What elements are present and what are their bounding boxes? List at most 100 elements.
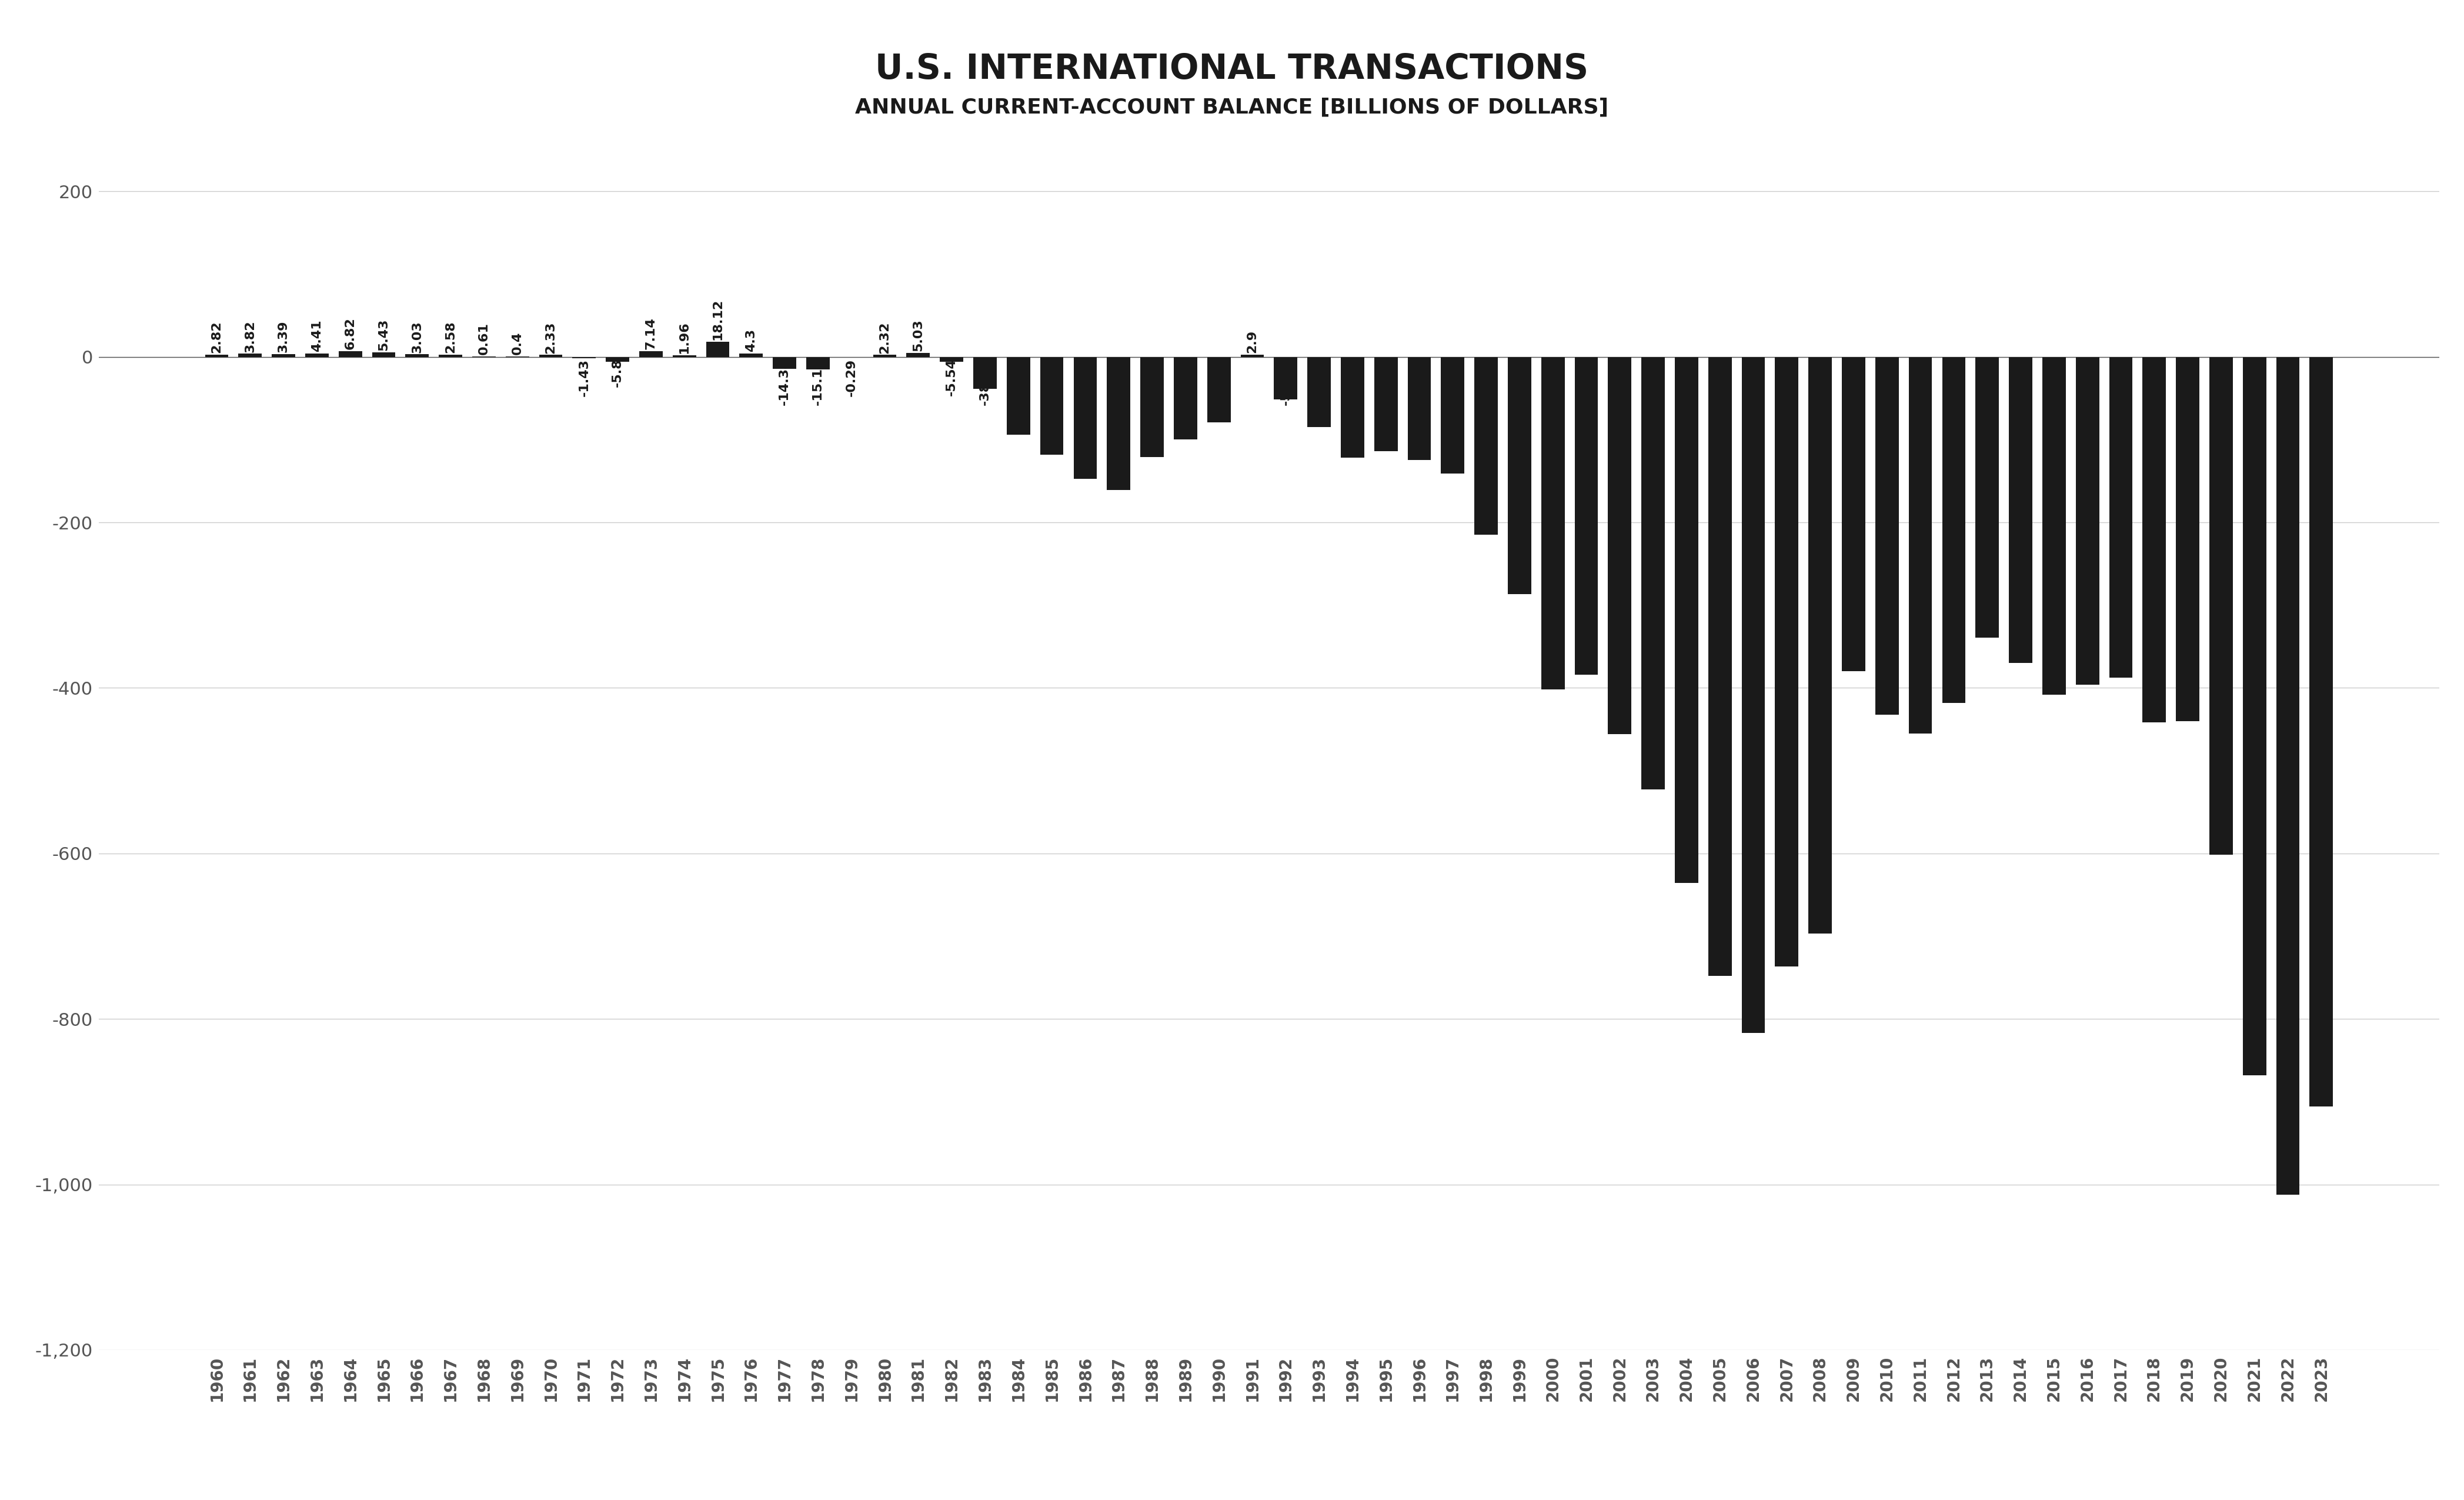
Bar (806, 357, 830, 369)
Bar (1708, 357, 1732, 977)
Bar (1809, 357, 1831, 933)
Text: 0.4: 0.4 (513, 332, 522, 355)
Bar (2144, 357, 2166, 723)
Text: -432.01: -432.01 (1880, 358, 1892, 414)
Text: -522.29: -522.29 (1648, 358, 1658, 414)
Text: -905.38: -905.38 (2316, 358, 2326, 414)
Text: ANNUAL CURRENT-ACCOUNT BALANCE [BILLIONS OF DOLLARS]: ANNUAL CURRENT-ACCOUNT BALANCE [BILLIONS… (855, 98, 1609, 117)
Text: 2.9: 2.9 (1247, 330, 1259, 352)
Bar (673, 356, 695, 357)
Text: U.S. INTERNATIONAL TRANSACTIONS: U.S. INTERNATIONAL TRANSACTIONS (875, 53, 1589, 86)
Text: 7.14: 7.14 (646, 316, 658, 350)
Bar (2075, 357, 2099, 686)
Text: 2.58: 2.58 (444, 321, 456, 352)
Text: -1012.1: -1012.1 (2282, 358, 2294, 414)
Bar (1008, 357, 1030, 435)
Text: -401.92: -401.92 (1547, 358, 1560, 414)
Bar (907, 352, 929, 357)
Bar (439, 356, 463, 357)
Bar (1207, 357, 1230, 423)
Text: -38.69: -38.69 (978, 358, 991, 405)
Bar (1239, 354, 1264, 357)
Text: 5.03: 5.03 (912, 320, 924, 351)
Bar (1274, 357, 1299, 399)
Bar (407, 354, 429, 357)
Text: -439.85: -439.85 (2181, 358, 2193, 414)
Bar (271, 354, 296, 357)
Bar (1742, 357, 1764, 1032)
Bar (1407, 357, 1432, 461)
Text: 3.03: 3.03 (411, 321, 424, 352)
Text: -370.06: -370.06 (2016, 358, 2025, 414)
Text: 3.39: 3.39 (278, 321, 288, 352)
Text: 2.32: 2.32 (880, 321, 890, 354)
Text: -160.66: -160.66 (1114, 358, 1124, 414)
Text: 18.12: 18.12 (712, 299, 724, 340)
Bar (1441, 357, 1464, 474)
Bar (1340, 357, 1365, 458)
Bar (372, 352, 394, 357)
Text: -286.61: -286.61 (1513, 358, 1525, 414)
Text: -736.55: -736.55 (1781, 358, 1794, 414)
Text: -384.08: -384.08 (1579, 358, 1592, 414)
Bar (638, 351, 663, 357)
Text: -15.14: -15.14 (813, 358, 823, 405)
Bar (1609, 357, 1631, 735)
Bar (2109, 357, 2131, 678)
Bar (1641, 357, 1666, 789)
Bar (2242, 357, 2267, 1076)
Bar (1574, 357, 1599, 675)
Text: -5.8: -5.8 (611, 358, 623, 387)
Bar (2309, 357, 2333, 1106)
Text: -140.73: -140.73 (1446, 358, 1459, 414)
Bar (338, 351, 362, 357)
Bar (1375, 357, 1397, 452)
Bar (1074, 357, 1096, 479)
Bar (739, 354, 764, 357)
Bar (1774, 357, 1799, 966)
Text: 2.33: 2.33 (545, 321, 557, 354)
Bar (1910, 357, 1932, 733)
Text: -118.16: -118.16 (1045, 358, 1057, 414)
Bar (205, 354, 229, 357)
Text: -816.65: -816.65 (1747, 358, 1759, 414)
Text: -1.43: -1.43 (579, 358, 589, 396)
Text: 4.3: 4.3 (744, 329, 756, 351)
Text: -748.23: -748.23 (1715, 358, 1725, 414)
Bar (774, 357, 796, 369)
Bar (872, 356, 897, 357)
Bar (2277, 357, 2299, 1194)
Bar (1942, 357, 1966, 703)
Bar (1106, 357, 1131, 491)
Text: -99.49: -99.49 (1180, 358, 1190, 405)
Text: 2.82: 2.82 (212, 321, 222, 352)
Text: 3.82: 3.82 (244, 320, 256, 352)
Text: -113.57: -113.57 (1380, 358, 1392, 414)
Bar (306, 352, 328, 357)
Bar (1976, 357, 1998, 638)
Text: -379.73: -379.73 (1848, 358, 1860, 414)
Text: -867.98: -867.98 (2250, 358, 2259, 414)
Text: 1.96: 1.96 (678, 321, 690, 354)
Bar (239, 354, 261, 357)
Text: -456.11: -456.11 (1614, 358, 1626, 414)
Text: 6.82: 6.82 (345, 318, 357, 350)
Text: -387.62: -387.62 (2114, 358, 2126, 414)
Text: -635.89: -635.89 (1680, 358, 1693, 414)
Text: -408.45: -408.45 (2048, 358, 2060, 414)
Text: -147.18: -147.18 (1079, 358, 1092, 414)
Text: -5.54: -5.54 (946, 358, 958, 396)
Bar (1141, 357, 1163, 458)
Bar (540, 356, 562, 357)
Text: -418.18: -418.18 (1949, 358, 1959, 414)
Text: 0.61: 0.61 (478, 322, 490, 354)
Text: -94.34: -94.34 (1013, 358, 1025, 405)
Bar (973, 357, 998, 389)
Bar (1173, 357, 1198, 440)
Text: -455.3: -455.3 (1915, 358, 1927, 405)
Text: -0.29: -0.29 (845, 358, 857, 396)
Bar (1843, 357, 1865, 670)
Text: -121.61: -121.61 (1348, 358, 1358, 414)
Text: 4.41: 4.41 (310, 320, 323, 351)
Bar (1676, 357, 1698, 883)
